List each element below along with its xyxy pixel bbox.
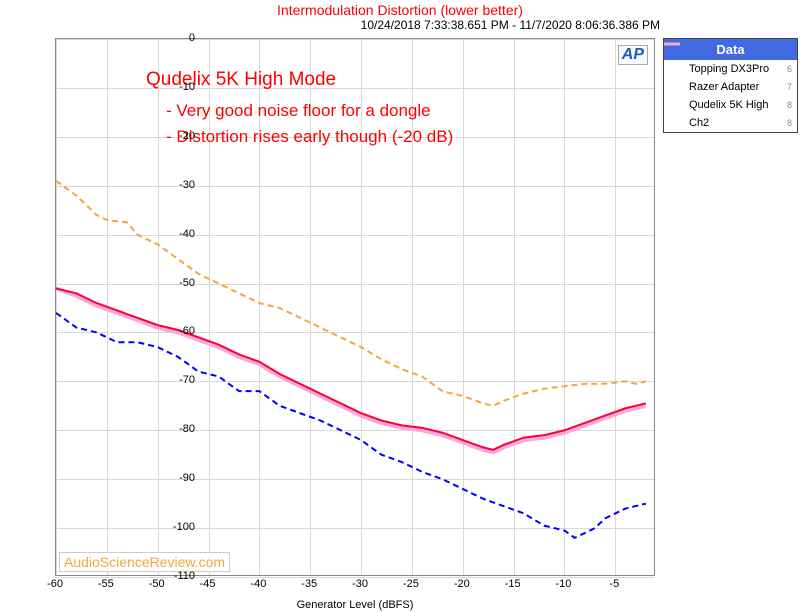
legend-item: Ch2 8 [664,114,797,132]
legend-swatch [669,118,685,128]
annotation: - Very good noise floor for a dongle [166,101,431,121]
legend-header: Data [664,39,797,60]
y-tick-label: -60 [165,325,195,337]
y-tick-label: -90 [165,472,195,484]
legend-sub: 8 [787,100,792,110]
legend-item: Qudelix 5K High 8 [664,96,797,114]
y-tick-label: -110 [165,570,195,582]
watermark: AudioScienceReview.com [59,552,230,572]
x-tick-label: -55 [98,578,114,590]
legend-item: Razer Adapter 7 [664,78,797,96]
y-tick-label: -100 [165,521,195,533]
legend-sub: 8 [787,118,792,128]
x-tick-label: -35 [301,578,317,590]
legend-label: Qudelix 5K High [689,99,783,111]
legend: Data Topping DX3Pro 6 Razer Adapter 7 Qudeli… [663,38,798,133]
x-tick-label: -40 [250,578,266,590]
y-tick-label: 0 [165,32,195,44]
y-tick-label: -30 [165,179,195,191]
x-tick-label: -25 [403,578,419,590]
x-tick-label: -5 [609,578,619,590]
chart-title: Intermodulation Distortion (lower better… [0,0,800,18]
y-tick-label: -40 [165,228,195,240]
y-tick-label: -50 [165,277,195,289]
legend-label: Ch2 [689,117,783,129]
x-tick-label: -50 [149,578,165,590]
series-topping-dx3pro [56,313,646,538]
legend-swatch [669,100,685,110]
y-tick-label: -70 [165,374,195,386]
annotation: - Distortion rises early though (-20 dB) [166,127,453,147]
series-qudelix-5k-high [56,288,646,449]
y-tick-label: -20 [165,130,195,142]
x-axis-label: Generator Level (dBFS) [55,599,655,611]
x-tick-label: -30 [352,578,368,590]
legend-label: Topping DX3Pro [689,63,783,75]
series-razer-adapter [56,181,646,406]
legend-swatch [669,82,685,92]
y-tick-label: -80 [165,423,195,435]
legend-label: Razer Adapter [689,81,783,93]
series-ch2 [56,288,646,452]
legend-sub: 6 [787,64,792,74]
x-tick-label: -60 [47,578,63,590]
y-tick-label: -10 [165,81,195,93]
legend-sub: 7 [787,82,792,92]
x-tick-label: -15 [505,578,521,590]
plot-area: AP Qudelix 5K High Mode- Very good noise… [55,38,655,576]
timestamp-label: 10/24/2018 7:33:38.651 PM - 11/7/2020 8:… [0,18,800,32]
legend-item: Topping DX3Pro 6 [664,60,797,78]
x-tick-label: -20 [454,578,470,590]
legend-swatch [669,64,685,74]
x-tick-label: -10 [556,578,572,590]
x-tick-label: -45 [200,578,216,590]
